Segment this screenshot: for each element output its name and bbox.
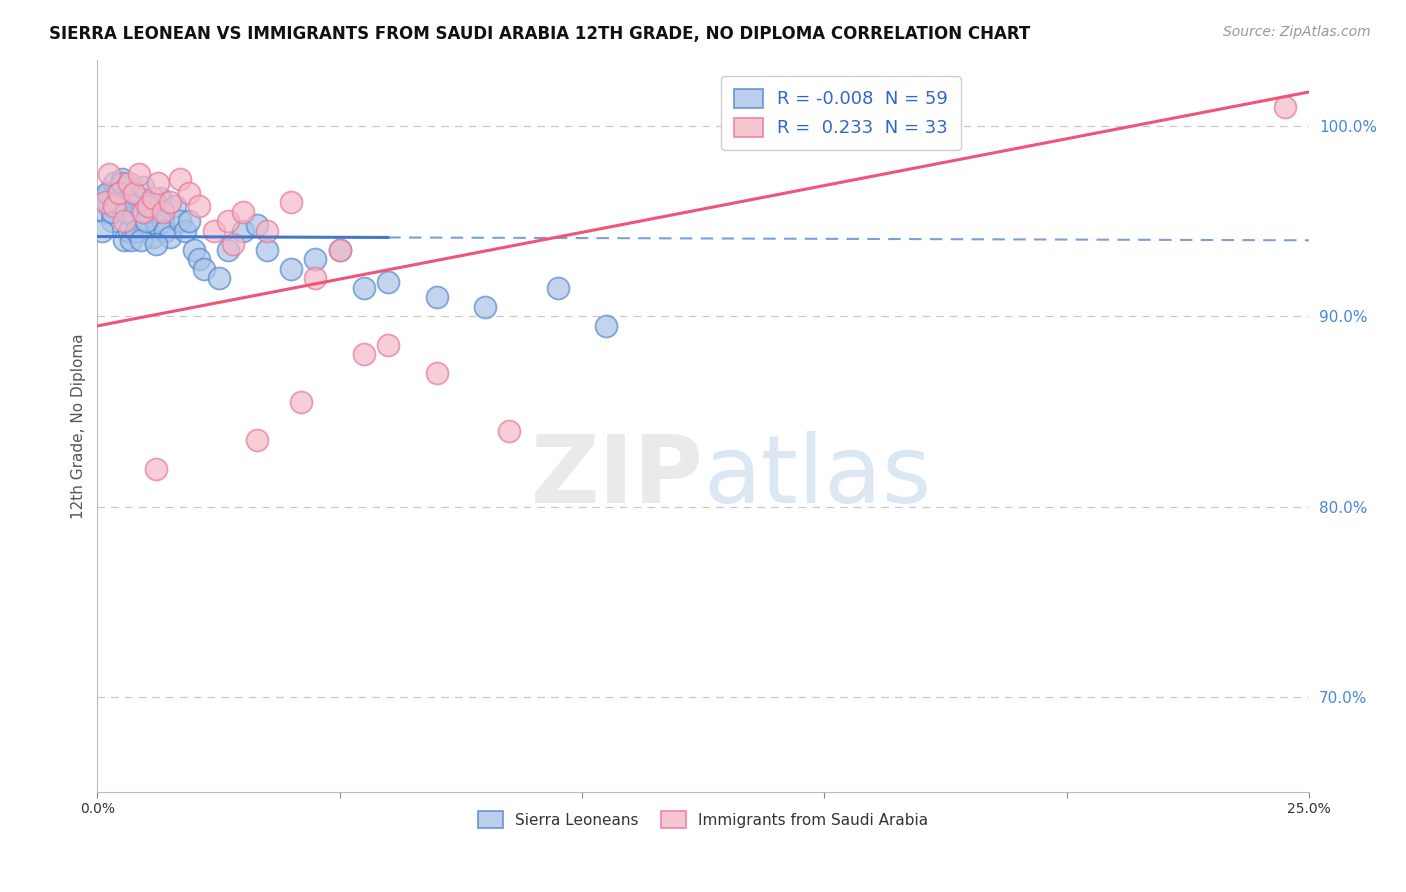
Point bbox=[96, 195, 118, 210]
Point bbox=[169, 172, 191, 186]
Point bbox=[108, 186, 131, 200]
Point bbox=[179, 214, 201, 228]
Point bbox=[183, 243, 205, 257]
Point bbox=[145, 237, 167, 252]
Point bbox=[280, 195, 302, 210]
Point bbox=[103, 199, 125, 213]
Point bbox=[152, 204, 174, 219]
Point bbox=[132, 204, 155, 219]
Point bbox=[125, 199, 148, 213]
Point bbox=[105, 195, 128, 210]
Point bbox=[426, 290, 449, 304]
Point bbox=[232, 224, 254, 238]
Point bbox=[377, 338, 399, 352]
Point bbox=[122, 186, 145, 200]
Point bbox=[353, 281, 375, 295]
Point bbox=[118, 176, 141, 190]
Point bbox=[120, 195, 142, 210]
Point bbox=[217, 214, 239, 228]
Point bbox=[474, 300, 496, 314]
Point bbox=[179, 186, 201, 200]
Point bbox=[146, 218, 169, 232]
Point bbox=[256, 243, 278, 257]
Point bbox=[145, 204, 167, 219]
Point bbox=[202, 224, 225, 238]
Point bbox=[135, 218, 157, 232]
Point bbox=[142, 191, 165, 205]
Point bbox=[246, 218, 269, 232]
Point bbox=[217, 243, 239, 257]
Point bbox=[122, 211, 145, 225]
Point bbox=[93, 204, 115, 219]
Point bbox=[246, 433, 269, 447]
Point bbox=[139, 195, 162, 210]
Point bbox=[595, 318, 617, 333]
Point bbox=[135, 214, 157, 228]
Text: Source: ZipAtlas.com: Source: ZipAtlas.com bbox=[1223, 25, 1371, 39]
Point bbox=[93, 195, 115, 210]
Legend: Sierra Leoneans, Immigrants from Saudi Arabia: Sierra Leoneans, Immigrants from Saudi A… bbox=[471, 804, 936, 836]
Point bbox=[96, 186, 118, 200]
Point bbox=[112, 214, 135, 228]
Point bbox=[120, 233, 142, 247]
Point bbox=[304, 252, 326, 267]
Point bbox=[115, 204, 138, 219]
Point bbox=[163, 199, 186, 213]
Point bbox=[118, 224, 141, 238]
Point bbox=[152, 214, 174, 228]
Point bbox=[193, 261, 215, 276]
Point bbox=[136, 204, 159, 219]
Point bbox=[159, 195, 181, 210]
Point bbox=[353, 347, 375, 361]
Point bbox=[304, 271, 326, 285]
Point bbox=[207, 271, 229, 285]
Point bbox=[101, 204, 124, 219]
Text: SIERRA LEONEAN VS IMMIGRANTS FROM SAUDI ARABIA 12TH GRADE, NO DIPLOMA CORRELATIO: SIERRA LEONEAN VS IMMIGRANTS FROM SAUDI … bbox=[49, 25, 1031, 43]
Point bbox=[280, 261, 302, 276]
Point bbox=[129, 204, 152, 219]
Point bbox=[232, 204, 254, 219]
Point bbox=[159, 229, 181, 244]
Point bbox=[136, 199, 159, 213]
Point bbox=[125, 224, 148, 238]
Text: ZIP: ZIP bbox=[530, 431, 703, 523]
Point bbox=[112, 233, 135, 247]
Point bbox=[108, 199, 131, 213]
Point bbox=[110, 172, 132, 186]
Point bbox=[188, 252, 211, 267]
Y-axis label: 12th Grade, No Diploma: 12th Grade, No Diploma bbox=[72, 333, 86, 518]
Point bbox=[129, 233, 152, 247]
Point bbox=[98, 186, 121, 200]
Point bbox=[329, 243, 352, 257]
Point bbox=[169, 214, 191, 228]
Point bbox=[91, 224, 114, 238]
Point bbox=[103, 176, 125, 190]
Point bbox=[256, 224, 278, 238]
Point bbox=[115, 180, 138, 194]
Text: atlas: atlas bbox=[703, 431, 932, 523]
Point bbox=[155, 224, 177, 238]
Point bbox=[101, 214, 124, 228]
Point bbox=[128, 191, 150, 205]
Point bbox=[145, 461, 167, 475]
Point bbox=[173, 224, 195, 238]
Point bbox=[146, 176, 169, 190]
Point bbox=[149, 191, 172, 205]
Point bbox=[132, 180, 155, 194]
Point bbox=[329, 243, 352, 257]
Point bbox=[1274, 100, 1296, 114]
Point bbox=[105, 186, 128, 200]
Point bbox=[188, 199, 211, 213]
Point bbox=[377, 275, 399, 289]
Point bbox=[142, 229, 165, 244]
Point bbox=[426, 367, 449, 381]
Point bbox=[98, 167, 121, 181]
Point bbox=[547, 281, 569, 295]
Point bbox=[128, 167, 150, 181]
Point bbox=[110, 176, 132, 190]
Point bbox=[222, 237, 245, 252]
Point bbox=[498, 424, 520, 438]
Point bbox=[290, 395, 312, 409]
